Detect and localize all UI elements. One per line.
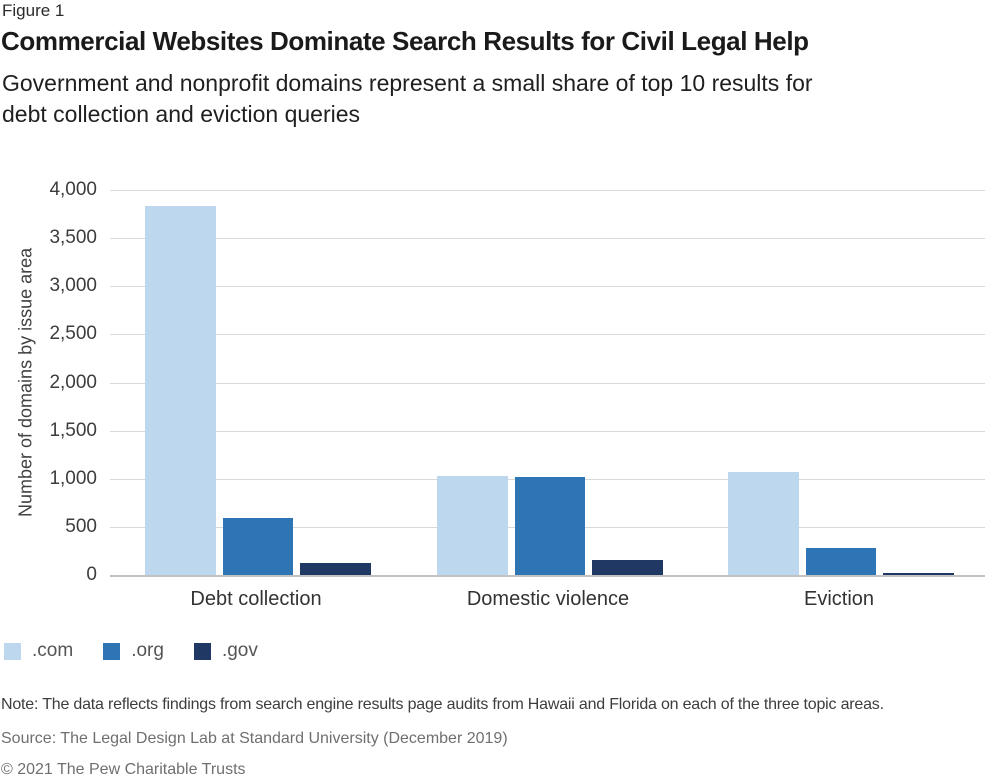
legend-item-gov: .gov: [193, 640, 258, 662]
y-tick-label-0: 0: [86, 564, 97, 585]
bar-gov-debt-collection: [300, 562, 372, 575]
copyright-text: © 2021 The Pew Charitable Trusts: [1, 761, 246, 778]
legend-item-com: .com: [4, 640, 73, 662]
y-tick-label-1500: 1,500: [49, 420, 97, 441]
y-tick-label-500: 500: [65, 516, 97, 537]
chart-legend: .com .org .gov: [4, 640, 258, 662]
y-tick-label-2000: 2,000: [49, 372, 97, 393]
subtitle-line-2: debt collection and eviction queries: [2, 101, 361, 127]
y-axis-tick-labels: 4,000 3,500 3,000 2,500 2,000 1,500 1,000 500 0: [0, 179, 97, 585]
bar-org-debt-collection: [222, 518, 294, 575]
gridline-4000: [110, 190, 985, 191]
bar-org-domestic-violence: [514, 477, 586, 575]
y-tick-label-3000: 3,000: [49, 275, 97, 296]
legend-label-org: .org: [131, 640, 164, 661]
legend-label-com: .com: [32, 640, 74, 661]
gridline-3500: [110, 238, 985, 239]
legend-swatch-icon-gov: [193, 642, 211, 660]
y-tick-label-2500: 2,500: [49, 323, 97, 344]
plot-area: Debt collection Domestic violence Eviction: [110, 190, 985, 610]
legend-swatch-icon-org: [103, 642, 121, 660]
bar-gov-domestic-violence: [592, 559, 664, 575]
figure-subtitle: Government and nonprofit domains represe…: [2, 68, 813, 130]
x-category-label-eviction: Eviction: [803, 588, 875, 610]
gridline-3000: [110, 286, 985, 287]
legend-label-gov: .gov: [221, 640, 258, 661]
x-category-label-debt-collection: Debt collection: [190, 588, 322, 610]
x-category-label-domestic-violence: Domestic violence: [466, 588, 630, 610]
legend-swatch-icon-com: [4, 642, 21, 660]
bar-group-domestic-violence: [437, 190, 664, 575]
figure-label: Figure 1: [2, 1, 65, 20]
subtitle-line-1: Government and nonprofit domains represe…: [2, 70, 813, 96]
bar-com-debt-collection: [145, 206, 216, 575]
y-tick-label-1000: 1,000: [49, 468, 97, 489]
bar-org-eviction: [805, 548, 877, 575]
bar-group-eviction: [728, 190, 955, 575]
note-text: Note: The data reflects findings from se…: [1, 696, 884, 713]
gridline-1500: [110, 431, 985, 432]
page-title: Commercial Websites Dominate Search Resu…: [1, 26, 809, 56]
y-tick-label-3500: 3,500: [49, 227, 97, 248]
bar-com-domestic-violence: [437, 475, 508, 575]
gridline-0: [110, 575, 985, 577]
gridline-2500: [110, 334, 985, 335]
source-text: Source: The Legal Design Lab at Standard…: [1, 730, 508, 747]
legend-item-org: .org: [103, 640, 164, 662]
y-tick-label-4000: 4,000: [49, 179, 97, 200]
bar-gov-eviction: [883, 572, 955, 575]
bar-group-debt-collection: [145, 190, 372, 575]
bar-com-eviction: [728, 472, 799, 575]
gridline-2000: [110, 383, 985, 384]
